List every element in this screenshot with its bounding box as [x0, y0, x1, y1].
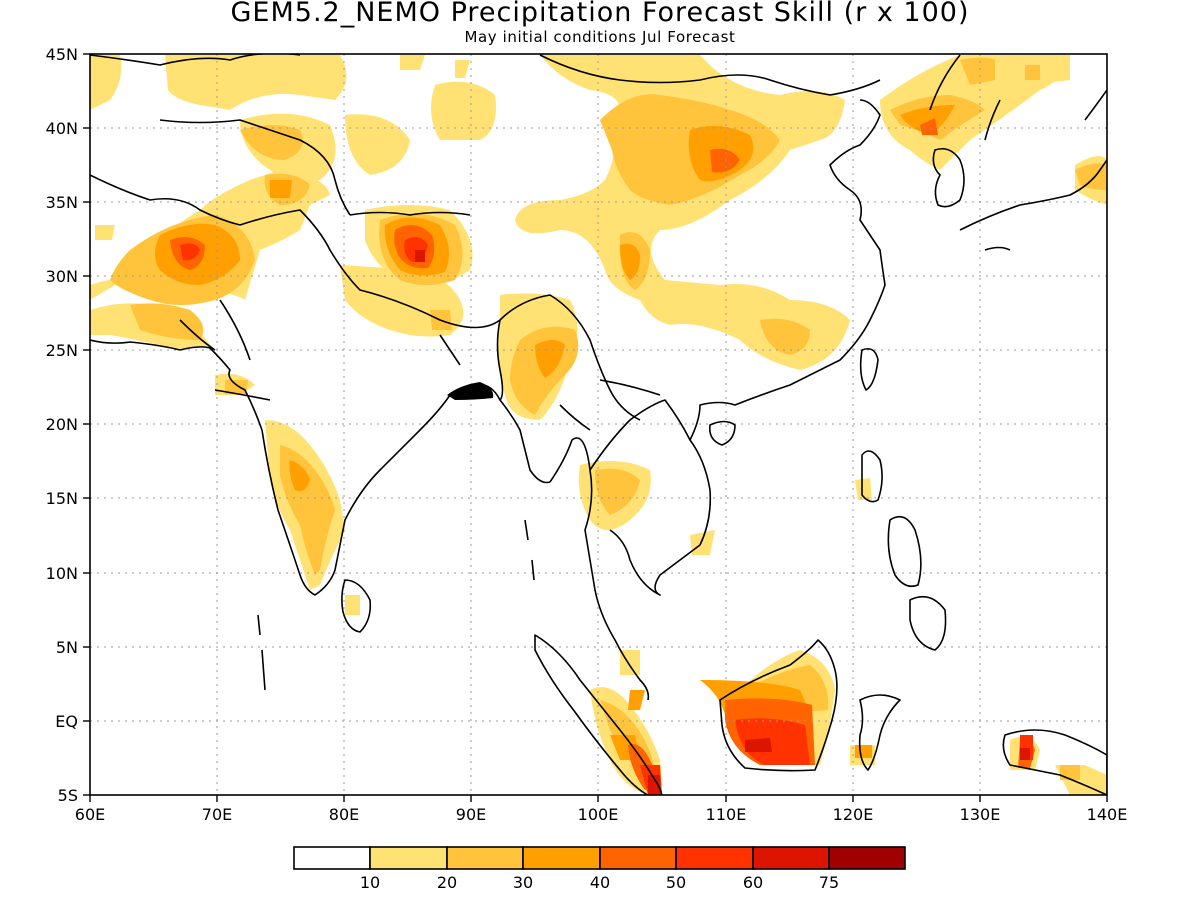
- legend-swatch: [599, 846, 677, 870]
- lat-label: 5S: [58, 786, 78, 805]
- color-legend: 10 20 30 40 50 60 75: [293, 846, 906, 892]
- legend-swatch: [752, 846, 830, 870]
- legend-swatch: [369, 846, 448, 870]
- skill-20-30: [110, 57, 1107, 780]
- legend-label: 20: [437, 873, 457, 892]
- legend-label: 75: [819, 873, 839, 892]
- lat-label: 20N: [46, 415, 78, 434]
- skill-60-75: [415, 250, 1030, 795]
- lat-label: 45N: [46, 45, 78, 64]
- legend-swatch: [446, 846, 524, 870]
- lon-label: 90E: [456, 805, 486, 824]
- delta-mark: [447, 382, 494, 400]
- map-subtitle: May initial conditions Jul Forecast: [464, 28, 736, 46]
- lat-label: 25N: [46, 341, 78, 360]
- legend-label: 40: [590, 873, 610, 892]
- lat-label: 10N: [46, 564, 78, 583]
- lon-label: 70E: [202, 805, 232, 824]
- lon-label: 140E: [1087, 805, 1128, 824]
- legend-label: 60: [743, 873, 763, 892]
- legend-swatch: [675, 846, 754, 870]
- lat-label: 5N: [56, 638, 78, 657]
- legend-swatch: [293, 846, 371, 870]
- legend-label: 30: [513, 873, 533, 892]
- coastlines: [90, 54, 1107, 795]
- lon-label: 80E: [329, 805, 359, 824]
- lon-label: 130E: [960, 805, 1001, 824]
- lon-label: 120E: [833, 805, 874, 824]
- lat-label: 15N: [46, 489, 78, 508]
- lat-labels: 45N 40N 35N 30N 25N 20N 15N 10N 5N EQ 5S: [46, 45, 78, 805]
- map-title: GEM5.2_NEMO Precipitation Forecast Skill…: [230, 0, 970, 28]
- legend-swatch: [522, 846, 601, 870]
- legend-swatch: [828, 846, 906, 870]
- axis-ticks: [83, 53, 1108, 802]
- lat-label: 35N: [46, 193, 78, 212]
- lon-label: 110E: [706, 805, 747, 824]
- legend-label: 50: [666, 873, 686, 892]
- lon-label: 60E: [75, 805, 105, 824]
- map-frame: [89, 53, 1108, 796]
- legend-label: 10: [360, 873, 380, 892]
- lon-labels: 60E 70E 80E 90E 100E 110E 120E 130E 140E: [75, 805, 1128, 824]
- map-grid: [90, 54, 1107, 795]
- lon-label: 100E: [578, 805, 619, 824]
- lat-label: 40N: [46, 119, 78, 138]
- lat-label: EQ: [55, 712, 78, 731]
- skill-shading: [90, 55, 1107, 795]
- lat-label: 30N: [46, 267, 78, 286]
